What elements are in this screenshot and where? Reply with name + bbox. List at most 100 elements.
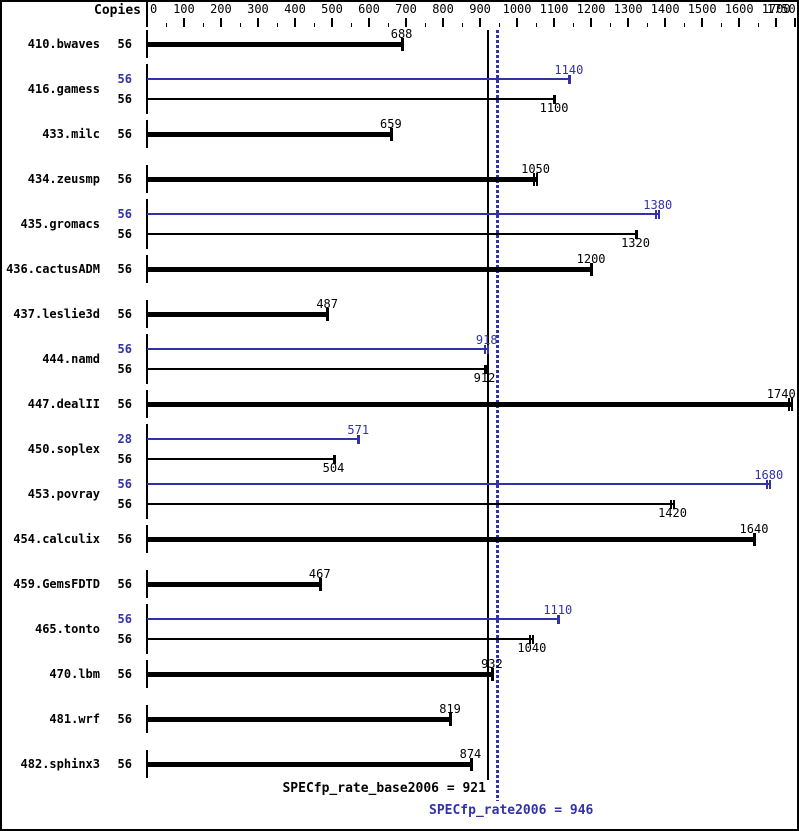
copies-value: 56 (117, 532, 132, 546)
axis-tick-minor (239, 23, 241, 27)
bar-end-cap (357, 435, 361, 444)
axis-tick-label: 600 (358, 2, 380, 16)
copies-value: 28 (117, 432, 132, 446)
copies-value: 56 (117, 577, 132, 591)
base-rate-label: SPECfp_rate_base2006 = 921 (282, 781, 486, 796)
benchmark-name: 470.lbm (49, 667, 100, 681)
copies-value: 56 (117, 127, 132, 141)
bar-value-label: 912 (473, 371, 496, 385)
copies-value: 56 (117, 72, 132, 86)
copies-value: 56 (117, 37, 132, 51)
bar-value-label: 1200 (576, 252, 606, 266)
bar-end-cap (672, 500, 675, 509)
bar-value-label: 1420 (658, 506, 687, 520)
axis-tick-minor (683, 23, 685, 27)
axis-tick-minor (313, 23, 315, 27)
axis-tick-minor (646, 23, 648, 27)
axis-tick-major (220, 18, 223, 27)
result-bar-base (147, 503, 673, 505)
result-bar-peak (147, 213, 658, 215)
row-axis-line (146, 64, 148, 114)
axis-tick-major (775, 18, 778, 27)
bar-end-cap (389, 128, 393, 141)
copies-value: 56 (117, 757, 132, 771)
bar-value-label: 1380 (643, 198, 673, 212)
axis-tick-major (368, 18, 371, 27)
benchmark-name: 453.povray (27, 487, 100, 501)
bar-value-label: 1680 (754, 468, 784, 482)
bar-end-cap (669, 500, 672, 509)
copies-value: 56 (117, 712, 132, 726)
peak-rate-label: SPECfp_rate2006 = 946 (429, 803, 594, 818)
axis-tick-major (627, 18, 630, 27)
axis-tick-major (331, 18, 334, 27)
copies-value: 56 (117, 92, 132, 106)
bar-end-cap (483, 345, 486, 354)
benchmark-name: 454.calculix (13, 532, 100, 546)
result-bar-base (147, 267, 592, 272)
copies-value: 56 (117, 262, 132, 276)
copies-value: 56 (117, 227, 132, 241)
axis-tick-major (257, 18, 260, 27)
bar-end-cap (326, 308, 330, 321)
axis-tick-minor (720, 23, 722, 27)
result-bar-peak (147, 618, 558, 620)
axis-tick-major (442, 18, 445, 27)
bar-end-cap (654, 210, 657, 219)
bar-end-cap (486, 345, 489, 354)
bar-end-cap (332, 455, 336, 464)
benchmark-name: 482.sphinx3 (20, 757, 100, 771)
row-axis-line (146, 604, 148, 654)
axis-tick-major (516, 18, 519, 27)
axis-tick-minor (498, 23, 500, 27)
bar-end-cap (532, 173, 535, 186)
bar-end-cap (753, 533, 757, 546)
axis-tick-minor (202, 23, 204, 27)
result-bar-base (147, 368, 485, 370)
copies-value: 56 (117, 362, 132, 376)
axis-tick-major (664, 18, 667, 27)
bar-value-label: 874 (459, 747, 482, 761)
axis-tick-minor (165, 23, 167, 27)
result-bar-base (147, 582, 320, 587)
bar-end-cap (765, 480, 768, 489)
result-bar-base (147, 312, 328, 317)
bar-end-cap (791, 398, 794, 411)
bar-value-label: 487 (316, 297, 339, 311)
axis-tick-major (553, 18, 556, 27)
row-axis-line (146, 334, 148, 384)
bar-value-label: 1140 (554, 63, 584, 77)
result-bar-base (147, 402, 792, 407)
axis-tick-minor (461, 23, 463, 27)
copies-value: 56 (117, 632, 132, 646)
copies-value: 56 (117, 477, 132, 491)
benchmark-name: 450.soplex (27, 442, 100, 456)
copies-column-header: Copies (94, 3, 141, 18)
bar-value-label: 1040 (517, 641, 547, 655)
bar-value-label: 1100 (539, 101, 569, 115)
bar-value-label: 932 (481, 657, 503, 671)
axis-tick-label: 1300 (613, 2, 643, 16)
bar-end-cap (568, 75, 572, 84)
peak-reference-line (496, 30, 500, 801)
axis-tick-label: 800 (432, 2, 454, 16)
axis-tick-label: 1600 (724, 2, 754, 16)
bar-end-cap (400, 38, 404, 51)
result-bar-base (147, 233, 636, 235)
result-bar-base (147, 132, 391, 137)
axis-tick-major (793, 18, 796, 27)
benchmark-name: 410.bwaves (27, 37, 100, 51)
axis-tick-label: 200 (210, 2, 232, 16)
result-bar-peak (147, 78, 570, 80)
bar-value-label: 504 (322, 461, 345, 475)
copies-value: 56 (117, 397, 132, 411)
axis-tick-label: 1700 (761, 2, 791, 16)
bar-end-cap (535, 173, 538, 186)
bar-end-cap (318, 578, 322, 591)
axis-tick-label: 400 (284, 2, 306, 16)
result-bar-peak (147, 483, 769, 485)
benchmark-name: 481.wrf (49, 712, 100, 726)
result-bar-peak (147, 348, 487, 350)
axis-tick-major (294, 18, 297, 27)
